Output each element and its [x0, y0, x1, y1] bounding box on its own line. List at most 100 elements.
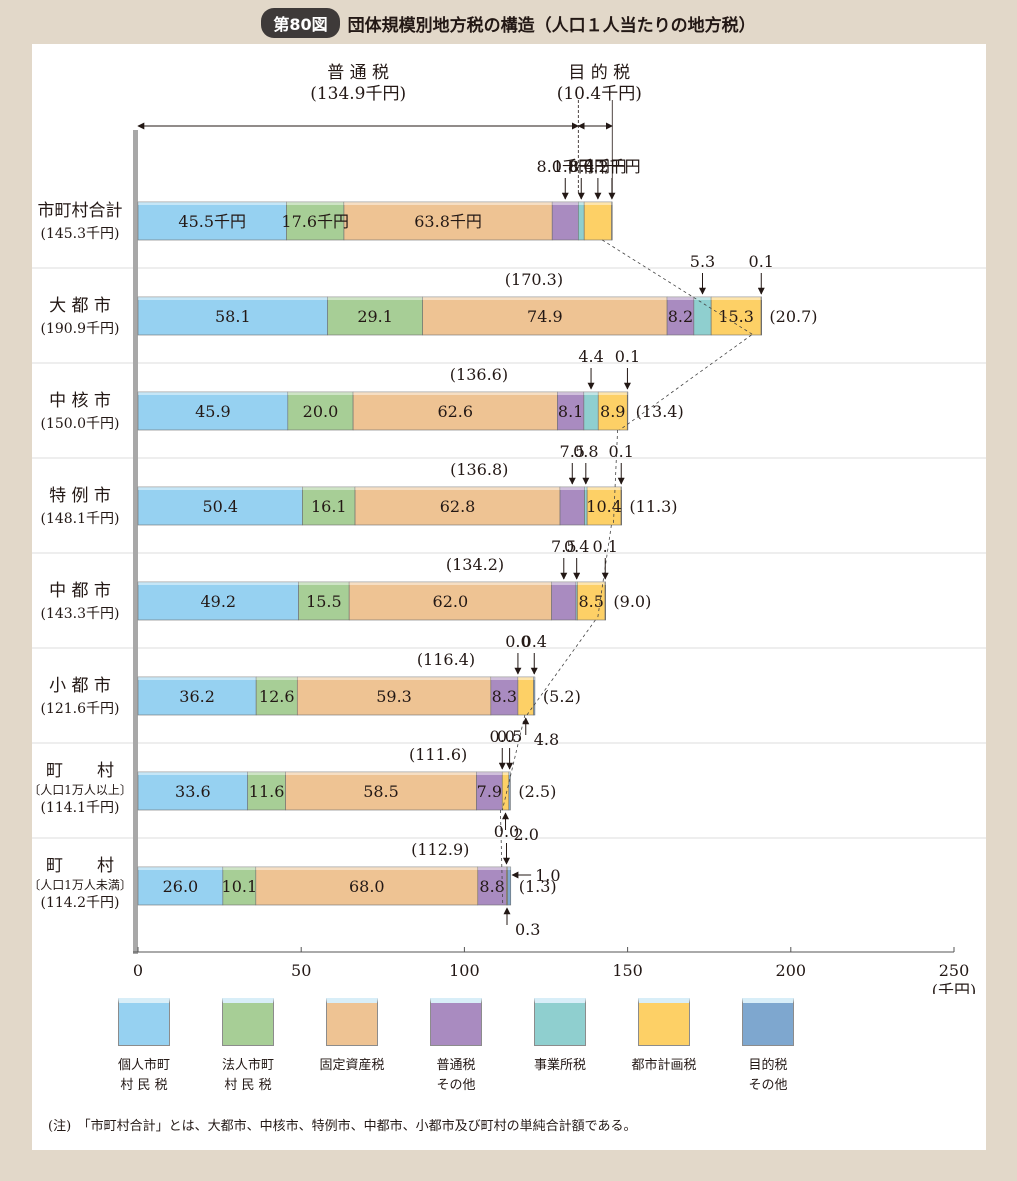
- callout-label: 4.4: [578, 347, 603, 366]
- callout-label: 0.4: [522, 632, 547, 651]
- category-label: 〔人口1万人以上〕: [32, 783, 132, 797]
- callout-label: 0.4: [564, 537, 589, 556]
- segment-value-label: 8.1: [558, 402, 583, 421]
- bar-segment: [611, 201, 613, 241]
- general-tax-total: (111.6): [409, 745, 467, 764]
- bar-segment-highlight: [138, 297, 328, 300]
- segment-value-label: 50.4: [202, 497, 238, 516]
- segment-value-label: 7.9: [477, 782, 502, 801]
- general-tax-total: (116.4): [417, 650, 475, 669]
- segment-value-label: 62.8: [440, 497, 476, 516]
- legend-swatch: [534, 998, 586, 1046]
- category-label: (121.6千円): [40, 701, 119, 717]
- bar-segment-highlight: [286, 202, 344, 205]
- segment-value-label: 68.0: [349, 877, 385, 896]
- segment-value-label: 59.3: [376, 687, 412, 706]
- segment-value-label: 49.2: [200, 592, 236, 611]
- row-connector: [500, 809, 504, 906]
- bar-segment: [578, 201, 585, 241]
- legend-label: 事業所税: [533, 1058, 586, 1073]
- general-tax-total: (136.6): [450, 365, 508, 384]
- bar-segment: [666, 296, 695, 336]
- figure-title: 団体規模別地方税の構造（人口１人当たりの地方税）: [347, 15, 756, 36]
- legend-item: 固定資産税: [307, 998, 397, 1076]
- bar-segment-highlight: [611, 202, 613, 205]
- callout-label: 5.3: [690, 252, 715, 271]
- bar-segment: [222, 866, 257, 906]
- bar-segment: [760, 296, 762, 336]
- bar-segment: [137, 201, 287, 241]
- segment-value-label: 15.3: [718, 307, 754, 326]
- legend-item: 普通税 その他: [411, 998, 501, 1096]
- category-label: (148.1千円): [40, 511, 119, 527]
- bar-segment: [352, 391, 558, 431]
- bracket-label: (134.9千円): [310, 84, 406, 104]
- bar-segment-highlight: [507, 867, 511, 870]
- bar-segment: [551, 201, 579, 241]
- bar-segment-highlight: [247, 772, 286, 775]
- bar-segment-highlight: [422, 297, 668, 300]
- bar-segment-highlight: [598, 392, 628, 395]
- callout-label: 0.3: [515, 920, 540, 939]
- callout-label: 0.1: [749, 252, 774, 271]
- bar-segment: [604, 581, 606, 621]
- legend-label: 都市計画税: [631, 1058, 697, 1073]
- bar-segment: [710, 296, 762, 336]
- callout-label: 0.0: [505, 632, 530, 651]
- bracket-label: (10.4千円): [557, 84, 642, 104]
- segment-value-label: 29.1: [357, 307, 393, 326]
- callout-label: 1.8千円: [553, 157, 610, 176]
- bar-segment: [298, 581, 350, 621]
- x-tick-label: 0: [133, 961, 143, 980]
- segment-value-label: 8.9: [600, 402, 625, 421]
- bar-segment: [577, 581, 606, 621]
- callout-label: 8.0千円: [537, 157, 594, 176]
- bar-segment: [501, 771, 510, 811]
- segment-value-label: 74.9: [527, 307, 563, 326]
- bar-segment: [507, 866, 512, 906]
- bar-segment-highlight: [298, 582, 350, 585]
- bar-segment-highlight: [490, 677, 518, 680]
- bar-segment-highlight: [297, 677, 491, 680]
- general-tax-total: (112.9): [411, 840, 469, 859]
- bar-segment: [551, 581, 577, 621]
- legend-swatch: [742, 998, 794, 1046]
- legend-label: 個人市町 村 民 税: [117, 1058, 170, 1093]
- segment-value-label: 58.1: [215, 307, 251, 326]
- category-label: 町 村: [46, 761, 114, 781]
- bar-segment: [137, 296, 328, 336]
- y-axis: [133, 130, 138, 954]
- legend-label: 普通税 その他: [436, 1058, 476, 1093]
- bracket-label: 普 通 税: [327, 63, 389, 83]
- x-tick-label: 200: [776, 961, 807, 980]
- segment-value-label: 8.8: [479, 877, 504, 896]
- bar-segment-highlight: [343, 202, 553, 205]
- category-label: (145.3千円): [40, 226, 119, 242]
- purpose-tax-total: (2.5): [518, 782, 556, 801]
- category-label: 小 都 市: [49, 676, 111, 696]
- bar-segment-highlight: [285, 772, 477, 775]
- callout-label: 2.0: [514, 825, 539, 844]
- bar-segment: [477, 866, 507, 906]
- segment-value-label: 15.5: [306, 592, 342, 611]
- bar-segment-highlight: [533, 677, 535, 680]
- category-label: (143.3千円): [40, 606, 119, 622]
- legend-swatch: [638, 998, 690, 1046]
- bar-segment: [285, 771, 477, 811]
- bar-segment: [490, 676, 519, 716]
- bar-segment-highlight: [476, 772, 503, 775]
- bracket-label: 目 的 税: [568, 63, 630, 83]
- category-label: 大 都 市: [49, 296, 111, 316]
- bar-segment-highlight: [621, 487, 622, 490]
- segment-value-label: 33.6: [175, 782, 211, 801]
- segment-value-label: 17.6千円: [281, 212, 349, 231]
- segment-value-label: 20.0: [303, 402, 339, 421]
- bar-segment-highlight: [576, 582, 578, 585]
- bar-segment-highlight: [138, 202, 287, 205]
- segment-value-label: 16.1: [311, 497, 347, 516]
- bar-segment-highlight: [517, 677, 534, 680]
- segment-value-label: 58.5: [363, 782, 399, 801]
- bar-segment: [597, 391, 628, 431]
- category-label: 市町村合計: [38, 201, 123, 221]
- bar-segment: [626, 391, 629, 431]
